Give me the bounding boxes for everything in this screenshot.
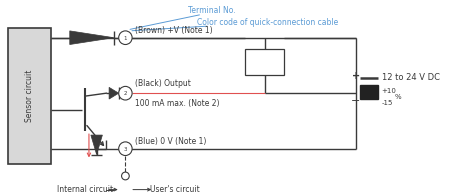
Text: User's circuit: User's circuit: [150, 185, 200, 194]
Bar: [360, 85, 378, 99]
Polygon shape: [70, 31, 114, 44]
Text: Load: Load: [254, 58, 274, 66]
Text: 12 to 24 V DC: 12 to 24 V DC: [382, 73, 440, 82]
Text: Color code of quick-connection cable: Color code of quick-connection cable: [198, 18, 338, 27]
Text: −: −: [351, 96, 360, 106]
Bar: [9, 28, 50, 164]
Text: -15: -15: [382, 100, 393, 106]
Circle shape: [119, 86, 132, 100]
Circle shape: [122, 172, 129, 180]
Text: Sensor circuit: Sensor circuit: [25, 70, 34, 122]
Circle shape: [119, 31, 132, 44]
Text: (Brown) +V (Note 1): (Brown) +V (Note 1): [135, 26, 212, 35]
Text: 2: 2: [124, 91, 127, 96]
Text: Internal circuit: Internal circuit: [57, 185, 113, 194]
Text: %: %: [395, 94, 401, 100]
Text: 100 mA max. (Note 2): 100 mA max. (Note 2): [135, 99, 220, 108]
Polygon shape: [91, 135, 103, 155]
Bar: [245, 49, 284, 75]
Text: +: +: [351, 71, 360, 81]
Text: +10: +10: [382, 88, 396, 94]
Text: (Black) Output: (Black) Output: [135, 79, 191, 88]
Text: Terminal No.: Terminal No.: [188, 6, 235, 15]
Polygon shape: [109, 87, 119, 99]
Circle shape: [119, 142, 132, 156]
Text: 1: 1: [124, 36, 127, 41]
Text: 3: 3: [124, 147, 127, 152]
Text: (Blue) 0 V (Note 1): (Blue) 0 V (Note 1): [135, 137, 207, 146]
